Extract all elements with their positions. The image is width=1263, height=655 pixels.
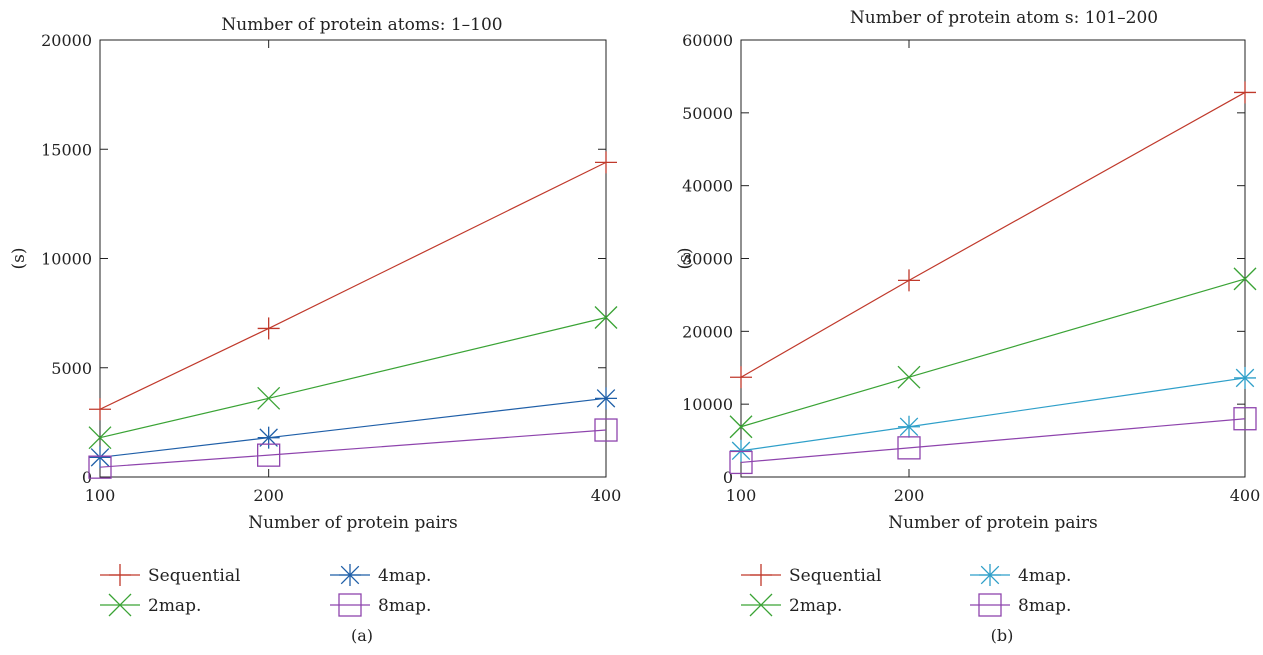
data-point xyxy=(729,415,753,439)
legend-item: 4map. xyxy=(970,564,1071,586)
data-point xyxy=(257,386,281,410)
data-point xyxy=(257,443,281,467)
data-point xyxy=(1234,81,1256,104)
data-point xyxy=(730,366,752,389)
y-tick-label: 60000 xyxy=(682,31,733,50)
series-line xyxy=(99,161,607,410)
chart-panel-b: Number of protein atom s: 101–200 0 10000 2… xyxy=(675,8,1260,645)
series-sequential xyxy=(89,151,617,421)
legend: Sequential 2map. 4map. 8map. xyxy=(741,564,1071,617)
legend-marker xyxy=(749,593,773,617)
data-point xyxy=(1233,267,1257,291)
data-point xyxy=(898,269,920,292)
series-8map xyxy=(88,418,618,479)
series-line xyxy=(740,377,1246,452)
data-point xyxy=(257,317,280,340)
data-point xyxy=(88,455,112,479)
legend-item: 2map. xyxy=(100,593,201,617)
data-point xyxy=(1233,407,1257,431)
legend-item: Sequential xyxy=(100,564,240,586)
x-axis-label: Number of protein pairs xyxy=(888,513,1098,533)
series-4map xyxy=(89,387,617,469)
legend-item: 2map. xyxy=(741,593,842,617)
series-line xyxy=(740,418,1246,464)
data-point xyxy=(1234,366,1256,389)
legend-item: 4map. xyxy=(330,564,431,586)
legend-item: 8map. xyxy=(970,593,1071,617)
plot-frame xyxy=(740,39,1246,478)
y-tick-label: 10000 xyxy=(682,395,733,414)
data-point xyxy=(898,415,920,438)
data-point xyxy=(595,387,617,410)
legend: Sequential 2map. 4map. 8map. xyxy=(100,564,431,617)
x-axis-label: Number of protein pairs xyxy=(248,513,458,533)
y-axis-label: (s) xyxy=(675,248,695,270)
panel-label: (b) xyxy=(991,626,1014,645)
x-tick-label: 200 xyxy=(894,486,925,505)
chart-panel-a: Number of protein atoms: 1–100 0 5000 10000… xyxy=(9,15,621,645)
y-tick-label: 30000 xyxy=(682,250,733,269)
y-tick-label: 10000 xyxy=(41,250,92,269)
legend-label: 4map. xyxy=(378,566,431,586)
legend-label: Sequential xyxy=(148,566,240,586)
legend-item: 8map. xyxy=(330,593,431,617)
series-2map xyxy=(88,306,618,450)
y-axis-label: (s) xyxy=(9,248,29,270)
legend-label: Sequential xyxy=(789,566,881,586)
legend-marker xyxy=(339,564,361,586)
data-point xyxy=(594,306,618,329)
series-line xyxy=(740,91,1246,378)
plot-frame xyxy=(99,39,607,478)
data-point xyxy=(595,151,617,174)
y-tick-label: 40000 xyxy=(682,177,733,196)
y-tick-label: 15000 xyxy=(41,140,92,159)
series-4map xyxy=(730,366,1256,462)
legend-marker xyxy=(750,564,772,586)
x-tick-label: 400 xyxy=(591,486,622,505)
series-8map xyxy=(729,407,1257,475)
data-point xyxy=(897,436,921,460)
data-point xyxy=(730,439,752,462)
chart-title: Number of protein atoms: 1–100 xyxy=(221,15,502,35)
x-tick-label: 200 xyxy=(253,486,284,505)
data-point xyxy=(88,426,112,450)
y-tick-label: 0 xyxy=(82,468,92,487)
panel-label: (a) xyxy=(351,626,373,645)
legend-marker xyxy=(978,593,1002,617)
legend-item: Sequential xyxy=(741,564,881,586)
legend-label: 8map. xyxy=(378,596,431,616)
data-point xyxy=(897,365,921,389)
data-point xyxy=(89,398,111,421)
y-tick-label: 0 xyxy=(723,468,733,487)
chart-title: Number of protein atom s: 101–200 xyxy=(850,8,1158,28)
legend-marker xyxy=(108,593,132,617)
x-tick-label: 100 xyxy=(85,486,116,505)
legend-marker xyxy=(979,564,1001,586)
series-sequential xyxy=(730,81,1256,389)
legend-marker xyxy=(109,564,131,586)
data-point xyxy=(594,418,618,442)
series-2map xyxy=(729,267,1257,439)
data-point xyxy=(89,446,111,469)
legend-label: 8map. xyxy=(1018,596,1071,616)
data-point xyxy=(257,426,280,449)
legend-label: 2map. xyxy=(148,596,201,616)
x-tick-label: 100 xyxy=(726,486,757,505)
legend-marker xyxy=(338,593,362,617)
y-tick-label: 20000 xyxy=(682,322,733,341)
y-tick-label: 50000 xyxy=(682,104,733,123)
data-point xyxy=(729,450,753,475)
series-line xyxy=(740,278,1246,428)
series-line xyxy=(99,429,607,468)
y-tick-label: 20000 xyxy=(41,31,92,50)
legend-label: 2map. xyxy=(789,596,842,616)
x-tick-label: 400 xyxy=(1230,486,1261,505)
series-line xyxy=(99,316,607,439)
legend-label: 4map. xyxy=(1018,566,1071,586)
y-tick-label: 5000 xyxy=(51,359,92,378)
